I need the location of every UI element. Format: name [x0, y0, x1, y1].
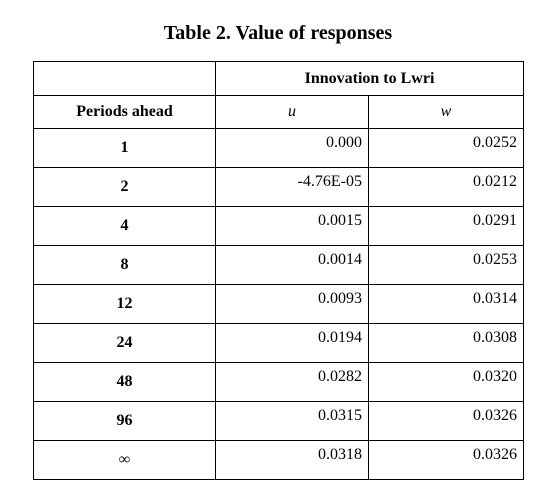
period-cell: 24	[33, 323, 216, 363]
w-value-cell: 0.0308	[367, 323, 525, 363]
empty-corner-cell	[33, 61, 216, 96]
period-cell: ∞	[33, 440, 216, 480]
table-row: 1 0.000 0.0252	[33, 128, 525, 168]
header-row-group: Innovation to Lwri	[33, 61, 525, 96]
u-value-cell: 0.0093	[215, 284, 369, 324]
table-row: 4 0.0015 0.0291	[33, 206, 525, 246]
column-header-w: w	[367, 95, 525, 129]
period-cell: 12	[33, 284, 216, 324]
u-value-cell: 0.0014	[215, 245, 369, 285]
header-row-columns: Periods ahead u w	[33, 95, 525, 129]
table-row: 8 0.0014 0.0253	[33, 245, 525, 285]
period-cell: 4	[33, 206, 216, 246]
period-cell: 2	[33, 167, 216, 207]
u-value-cell: 0.000	[215, 128, 369, 168]
u-value-cell: 0.0318	[215, 440, 369, 480]
table-row: 24 0.0194 0.0308	[33, 323, 525, 363]
group-header: Innovation to Lwri	[214, 61, 525, 96]
u-value-cell: 0.0315	[215, 401, 369, 441]
w-value-cell: 0.0326	[367, 440, 525, 480]
u-value-cell: 0.0015	[215, 206, 369, 246]
period-cell: 96	[33, 401, 216, 441]
u-value-cell: -4.76E-05	[215, 167, 369, 207]
w-value-cell: 0.0314	[367, 284, 525, 324]
period-cell: 1	[33, 128, 216, 168]
table-row: 96 0.0315 0.0326	[33, 401, 525, 441]
w-value-cell: 0.0326	[367, 401, 525, 441]
w-value-cell: 0.0291	[367, 206, 525, 246]
u-value-cell: 0.0282	[215, 362, 369, 402]
w-value-cell: 0.0212	[367, 167, 525, 207]
u-value-cell: 0.0194	[215, 323, 369, 363]
table-row: 2 -4.76E-05 0.0212	[33, 167, 525, 207]
w-value-cell: 0.0320	[367, 362, 525, 402]
period-cell: 48	[33, 362, 216, 402]
w-value-cell: 0.0253	[367, 245, 525, 285]
periods-ahead-header: Periods ahead	[33, 95, 216, 129]
column-header-u: u	[215, 95, 369, 129]
table-row: 12 0.0093 0.0314	[33, 284, 525, 324]
responses-table: Innovation to Lwri Periods ahead u w 1 0.…	[33, 61, 525, 480]
table-row: 48 0.0282 0.0320	[33, 362, 525, 402]
table-caption: Table 2. Value of responses	[163, 22, 393, 44]
table-row: ∞ 0.0318 0.0326	[33, 440, 525, 480]
period-cell: 8	[33, 245, 216, 285]
w-value-cell: 0.0252	[367, 128, 525, 168]
